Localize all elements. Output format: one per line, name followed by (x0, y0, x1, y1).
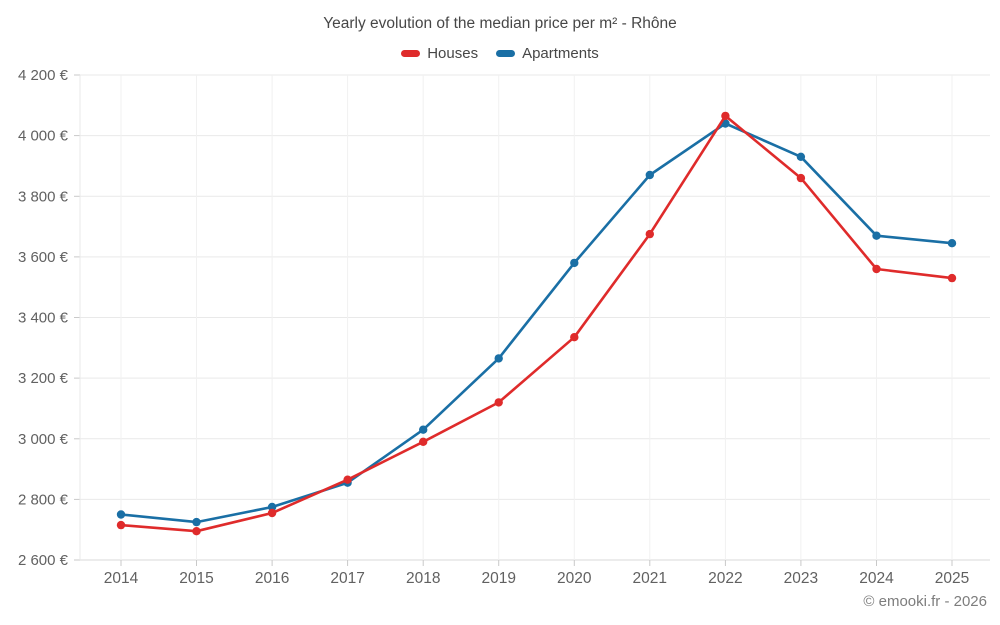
svg-text:2019: 2019 (481, 570, 515, 587)
data-point-houses-2024[interactable] (872, 264, 881, 274)
svg-text:2018: 2018 (406, 570, 440, 587)
chart-title: Yearly evolution of the median price per… (323, 15, 677, 32)
data-point-houses-2025[interactable] (947, 273, 957, 283)
data-point-houses-2018[interactable] (419, 437, 428, 446)
svg-text:2022: 2022 (708, 570, 742, 587)
data-point-apartments-2019[interactable] (494, 354, 503, 363)
legend-item-houses[interactable]: Houses (401, 45, 478, 62)
data-point-apartments-2021[interactable] (645, 170, 654, 180)
svg-text:3 800 €: 3 800 € (18, 188, 69, 205)
legend-item-apartments[interactable]: Apartments (496, 45, 599, 62)
chart-legend: Houses Apartments (0, 45, 1000, 62)
copyright-text: © emooki.fr - 2026 (863, 593, 987, 610)
svg-text:2 800 €: 2 800 € (18, 491, 69, 508)
data-point-houses-2023[interactable] (796, 173, 806, 183)
data-point-houses-2015[interactable] (192, 527, 201, 536)
data-point-houses-2019[interactable] (494, 398, 503, 407)
svg-text:2015: 2015 (179, 570, 213, 587)
data-point-houses-2021[interactable] (645, 229, 654, 239)
svg-text:3 000 €: 3 000 € (18, 431, 69, 448)
data-point-apartments-2015[interactable] (192, 517, 201, 527)
svg-text:3 200 €: 3 200 € (18, 370, 69, 387)
data-point-houses-2022[interactable] (721, 111, 730, 121)
data-point-houses-2014[interactable] (116, 520, 126, 530)
svg-text:2021: 2021 (633, 570, 667, 587)
svg-text:2024: 2024 (859, 570, 894, 587)
apartments-series-swatch (496, 50, 516, 57)
data-point-houses-2016[interactable] (267, 508, 277, 518)
data-point-houses-2020[interactable] (570, 333, 579, 342)
data-point-apartments-2018[interactable] (419, 425, 428, 434)
svg-text:2014: 2014 (104, 570, 139, 587)
data-point-apartments-2024[interactable] (872, 231, 881, 240)
svg-text:2020: 2020 (557, 570, 592, 587)
svg-text:2025: 2025 (935, 570, 969, 587)
houses-series-swatch (401, 50, 421, 57)
series-houses (116, 111, 957, 536)
legend-label-houses: Houses (427, 45, 479, 62)
svg-text:2016: 2016 (255, 570, 289, 587)
svg-text:2017: 2017 (330, 570, 364, 587)
data-point-apartments-2020[interactable] (570, 258, 579, 268)
svg-text:3 400 €: 3 400 € (18, 310, 69, 327)
svg-text:3 600 €: 3 600 € (18, 249, 69, 266)
data-point-apartments-2014[interactable] (116, 510, 126, 519)
data-point-apartments-2016[interactable] (267, 502, 277, 512)
data-point-houses-2017[interactable] (343, 475, 352, 484)
series-apartments (116, 119, 957, 527)
data-point-apartments-2025[interactable] (947, 239, 957, 248)
legend-label-apartments: Apartments (522, 45, 599, 62)
svg-text:4 000 €: 4 000 € (18, 128, 69, 145)
svg-text:4 200 €: 4 200 € (18, 67, 69, 84)
x-grid: 2014 2015 2016 2017 2018 2019 2020 2021 2022 2023… (79, 75, 969, 587)
svg-text:2023: 2023 (784, 570, 818, 587)
y-grid: 2 600 € 2 800 € 3 000 € 3 200 € 3 400 € 3 600… (18, 67, 990, 569)
svg-text:2 600 €: 2 600 € (18, 552, 69, 569)
data-point-apartments-2023[interactable] (796, 152, 806, 161)
